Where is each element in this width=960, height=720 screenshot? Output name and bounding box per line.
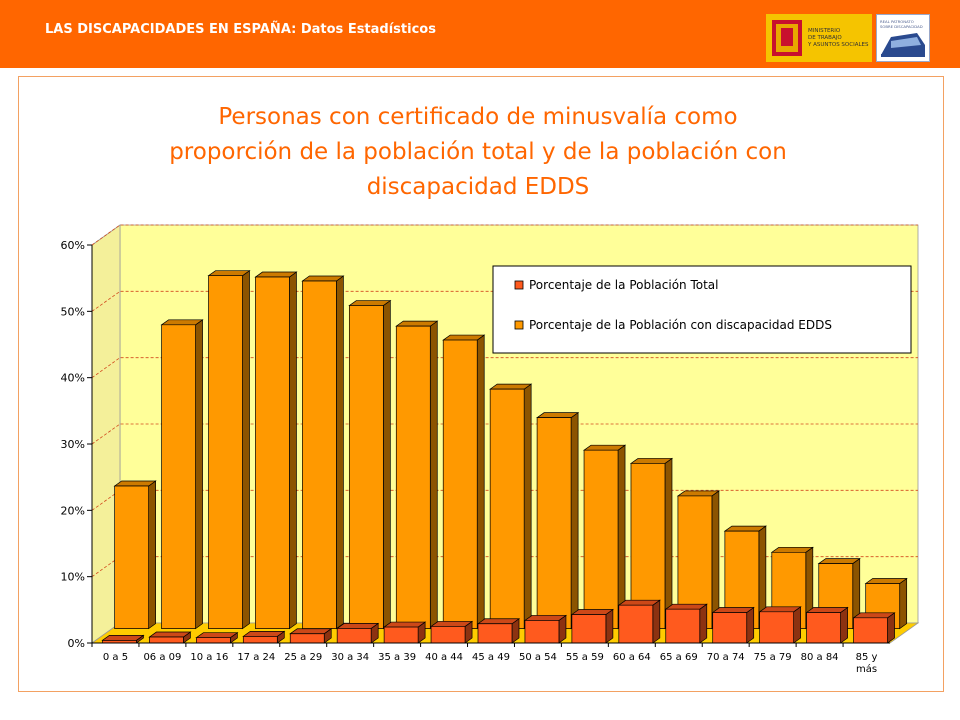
x-tick-label: 80 a 84 bbox=[801, 652, 839, 663]
x-tick-label: 25 a 29 bbox=[284, 652, 322, 663]
y-tick-label: 50% bbox=[61, 305, 85, 318]
bar-series2 bbox=[536, 411, 580, 630]
y-tick-label: 30% bbox=[61, 438, 85, 451]
bar-series1 bbox=[289, 628, 333, 644]
bar-series2 bbox=[254, 271, 298, 630]
bar-series1 bbox=[617, 599, 661, 644]
x-tick-label: 85 y bbox=[856, 652, 878, 663]
bar-series2 bbox=[582, 444, 627, 630]
real-patronato-logo: REAL PATRONATO SOBRE DISCAPACIDAD bbox=[876, 14, 930, 62]
bar-series1 bbox=[336, 622, 380, 644]
bar-series1 bbox=[523, 614, 568, 644]
x-tick-label: 17 a 24 bbox=[237, 652, 275, 663]
bar-series1 bbox=[805, 606, 849, 644]
gridline bbox=[91, 357, 918, 378]
bar-series2 bbox=[160, 319, 204, 630]
x-tick-label: 06 a 09 bbox=[143, 652, 181, 663]
x-tick-label: 60 a 64 bbox=[613, 652, 651, 663]
bar-series2 bbox=[113, 480, 157, 630]
chart-title: Personas con certificado de minusvalía c… bbox=[78, 100, 878, 205]
legend-label: Porcentaje de la Población con discapaci… bbox=[529, 318, 832, 332]
x-tick-label: 30 a 34 bbox=[331, 652, 369, 663]
ministerio-logo-line2: DE TRABAJO bbox=[808, 35, 842, 41]
bar-series2 bbox=[629, 457, 674, 630]
x-tick-label: 45 a 49 bbox=[472, 652, 510, 663]
legend-swatch bbox=[514, 320, 524, 330]
bar-series2 bbox=[489, 383, 533, 630]
chart-title-line-2: proporción de la población total y de la… bbox=[169, 139, 787, 165]
bar-series1 bbox=[476, 618, 521, 644]
spain-coat-of-arms-icon: MINISTERIO DE TRABAJO Y ASUNTOS SOCIALES bbox=[772, 20, 869, 56]
ministerio-logo: MINISTERIO DE TRABAJO Y ASUNTOS SOCIALES bbox=[766, 14, 872, 62]
x-tick-label: 35 a 39 bbox=[378, 652, 416, 663]
bar-series1 bbox=[852, 612, 896, 644]
x-tick-label: 65 a 69 bbox=[660, 652, 698, 663]
imserso-logo-line2: SOBRE DISCAPACIDAD bbox=[880, 24, 923, 29]
bar-series1 bbox=[148, 631, 192, 644]
bar-series2 bbox=[442, 334, 486, 630]
chart-title-line-1: Personas con certificado de minusvalía c… bbox=[218, 104, 738, 130]
legend-label: Porcentaje de la Población Total bbox=[529, 278, 719, 292]
x-tick-label: 0 a 5 bbox=[103, 652, 128, 663]
bar-series2 bbox=[723, 525, 767, 630]
bar-series2 bbox=[395, 320, 439, 630]
bar-series2 bbox=[348, 299, 392, 630]
bar-series1 bbox=[242, 630, 286, 644]
building-icon: REAL PATRONATO SOBRE DISCAPACIDAD bbox=[880, 19, 925, 57]
y-tick-label: 20% bbox=[61, 504, 85, 517]
imserso-logo-line1: REAL PATRONATO bbox=[880, 19, 914, 24]
bar-series2 bbox=[301, 275, 345, 630]
x-tick-label: 40 a 44 bbox=[425, 652, 463, 663]
ministerio-logo-line3: Y ASUNTOS SOCIALES bbox=[807, 42, 869, 48]
y-tick-label: 10% bbox=[61, 571, 85, 584]
ministerio-logo-line1: MINISTERIO bbox=[808, 28, 841, 34]
x-tick-label: 50 a 54 bbox=[519, 652, 557, 663]
bar-series1 bbox=[383, 621, 427, 644]
y-tick-label: 40% bbox=[61, 372, 85, 385]
legend-swatch bbox=[514, 280, 524, 290]
bar-series1 bbox=[711, 606, 755, 644]
bar-series1 bbox=[195, 632, 239, 644]
x-tick-label: 10 a 16 bbox=[190, 652, 228, 663]
bar-series1 bbox=[758, 606, 802, 644]
bar-series2 bbox=[207, 270, 251, 630]
x-tick-label: más bbox=[856, 663, 877, 675]
bar-series1 bbox=[664, 603, 708, 644]
header-title: LAS DISCAPACIDADES EN ESPAÑA: Datos Esta… bbox=[45, 22, 436, 37]
x-tick-label: 75 a 79 bbox=[754, 652, 792, 663]
bar-series1 bbox=[570, 608, 614, 644]
gridline bbox=[91, 423, 918, 445]
x-tick-label: 55 a 59 bbox=[566, 652, 604, 663]
y-tick-label: 60% bbox=[61, 239, 85, 252]
x-tick-label: 70 a 74 bbox=[707, 652, 745, 663]
chart-title-line-3: discapacidad EDDS bbox=[366, 174, 590, 200]
y-tick-label: 0% bbox=[68, 637, 85, 650]
legend-box bbox=[492, 265, 912, 354]
bar-series1 bbox=[101, 634, 145, 644]
header-bar: LAS DISCAPACIDADES EN ESPAÑA: Datos Esta… bbox=[0, 0, 960, 68]
bar-series1 bbox=[429, 620, 474, 644]
gridline bbox=[91, 224, 918, 246]
